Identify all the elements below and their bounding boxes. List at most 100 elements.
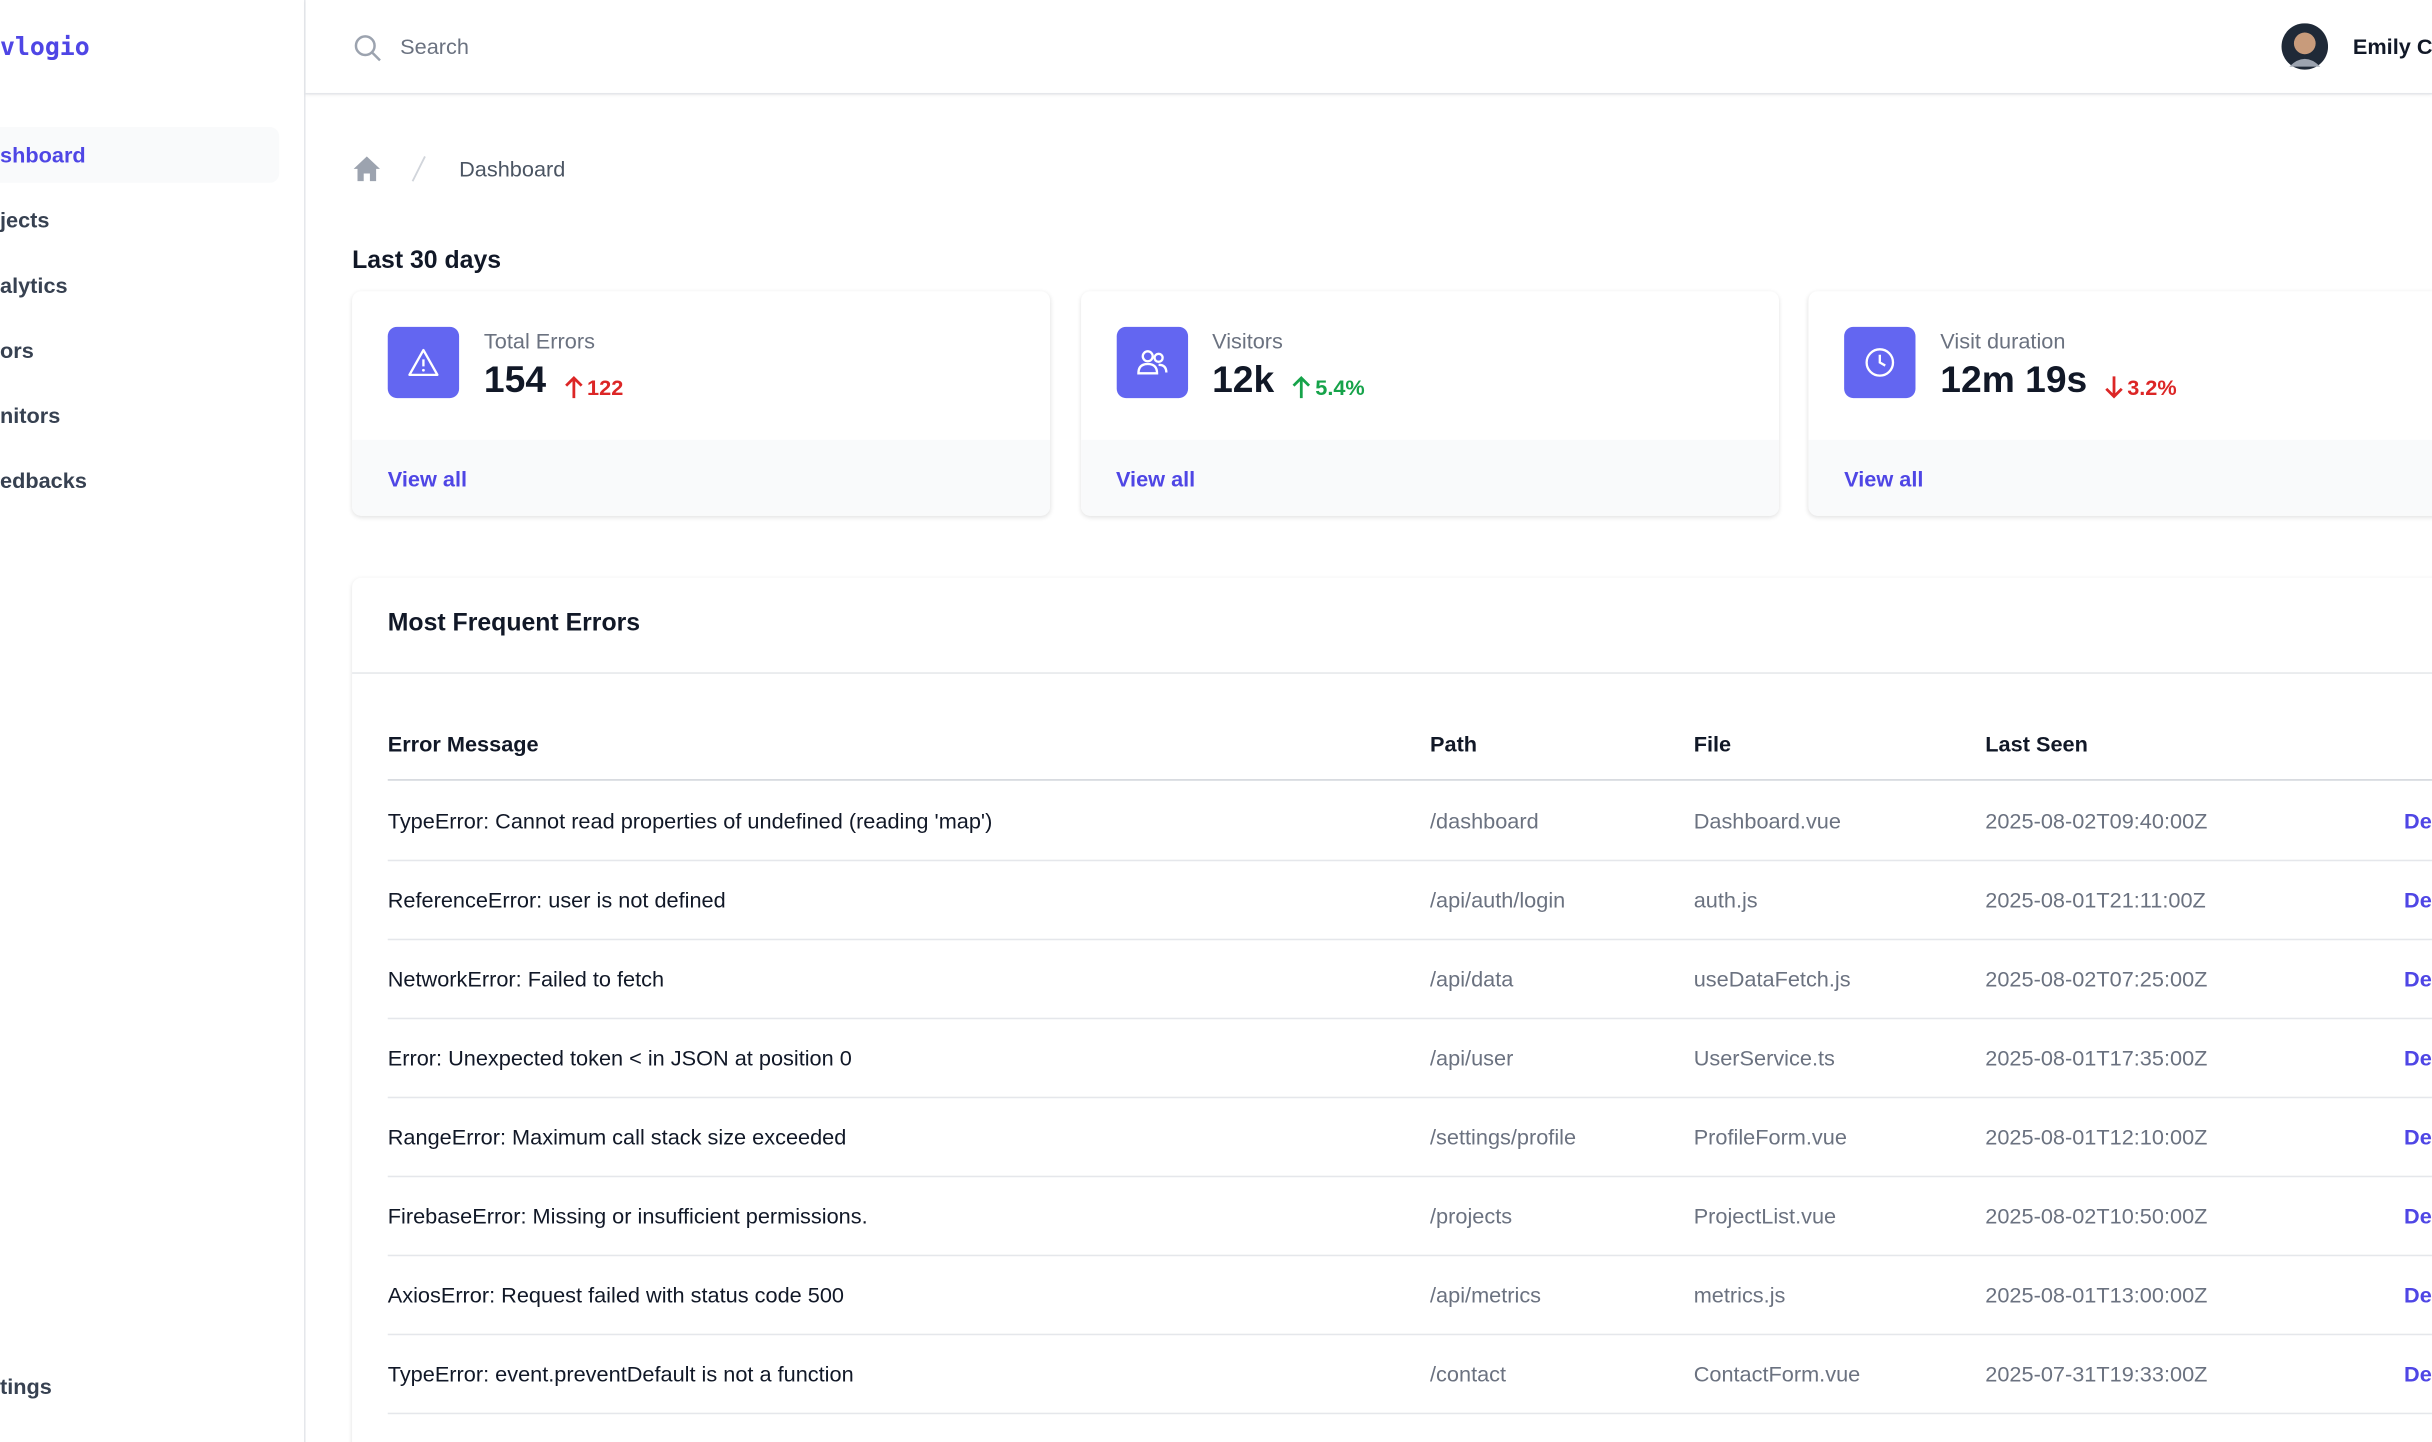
table-cell: /contact (1430, 1361, 1507, 1387)
table-cell: /dashboard (1430, 808, 1539, 834)
table-cell: 2025-08-01T13:00:00Z (1985, 1282, 2208, 1308)
table-cell: ProfileForm.vue (1693, 1124, 1847, 1150)
table-cell: /settings/profile (1430, 1124, 1577, 1150)
view-all-link[interactable]: View all (1115, 466, 1196, 492)
nav-item[interactable]: shboard (0, 142, 86, 168)
trend-arrow (562, 375, 584, 408)
stat-card: Total Errors 154 122 View all (352, 291, 1051, 516)
row-divider (387, 1175, 2432, 1178)
user-name[interactable]: Emily Cl (2352, 34, 2432, 59)
stat-label: Visitors (1212, 328, 1283, 354)
table-cell: ContactForm.vue (1693, 1361, 1861, 1387)
stat-value: 12m 19s (1940, 359, 2088, 402)
row-divider (387, 859, 2432, 862)
table-cell: useDataFetch.js (1693, 966, 1851, 992)
details-link[interactable]: De (2404, 1124, 2432, 1150)
table-cell: NetworkError: Failed to fetch (387, 966, 665, 992)
row-divider (387, 938, 2432, 941)
table-cell: 2025-08-02T10:50:00Z (1985, 1203, 2208, 1229)
row-divider (387, 1017, 2432, 1020)
view-all-link[interactable]: View all (1844, 466, 1924, 492)
stat-icon (387, 326, 460, 399)
row-divider (387, 1096, 2432, 1099)
table-cell: auth.js (1693, 887, 1758, 913)
row-divider (387, 1333, 2432, 1336)
table-card (352, 578, 2432, 1442)
sidebar (0, 0, 306, 1442)
details-link[interactable]: De (2404, 966, 2432, 992)
nav-item[interactable]: ors (0, 337, 34, 363)
details-link[interactable]: De (2404, 1045, 2432, 1071)
stat-label: Total Errors (483, 328, 595, 354)
nav-item[interactable]: tings (0, 1373, 52, 1399)
row-divider (387, 1412, 2432, 1415)
details-link[interactable]: De (2404, 808, 2432, 834)
stat-change: 3.2% (2127, 374, 2177, 400)
stat-value: 12k (1212, 359, 1275, 402)
row-divider (387, 1254, 2432, 1257)
stat-change: 5.4% (1315, 374, 1365, 400)
header-rule (387, 779, 2432, 781)
nav-item[interactable]: edbacks (0, 467, 87, 493)
nav-item[interactable]: nitors (0, 402, 61, 428)
nav-item[interactable]: jects (0, 207, 50, 233)
details-link[interactable]: De (2404, 1203, 2432, 1229)
table-cell: AxiosError: Request failed with status c… (387, 1282, 844, 1308)
table-cell: ReferenceError: user is not defined (387, 887, 726, 913)
search-icon (354, 35, 381, 62)
avatar[interactable] (2281, 23, 2329, 70)
stat-card: Visit duration 12m 19s 3.2% View all (1808, 291, 2432, 516)
breadcrumb-current: Dashboard (459, 156, 566, 182)
search-input[interactable]: Search (400, 34, 469, 59)
table-cell: 2025-08-01T12:10:00Z (1985, 1124, 2208, 1150)
view-all-link[interactable]: View all (387, 466, 468, 492)
details-link[interactable]: De (2404, 1282, 2432, 1308)
breadcrumb-separator (411, 156, 426, 182)
stat-card: Visitors 12k 5.4% View all (1080, 291, 1779, 516)
table-cell: 2025-08-01T21:11:00Z (1985, 887, 2206, 913)
logo[interactable]: vlogio (0, 31, 90, 62)
card-footer (1808, 439, 2432, 516)
trend-arrow (2102, 375, 2124, 408)
table-title: Most Frequent Errors (387, 610, 641, 637)
table-cell: RangeError: Maximum call stack size exce… (387, 1124, 847, 1150)
table-cell: /projects (1430, 1203, 1513, 1229)
table-cell: metrics.js (1693, 1282, 1786, 1308)
table-cell: 2025-07-31T19:33:00Z (1985, 1361, 2208, 1387)
column-header: Path (1430, 731, 1478, 756)
table-cell: Error: Unexpected token < in JSON at pos… (387, 1045, 852, 1071)
home-icon[interactable] (353, 156, 380, 182)
column-header: Last Seen (1985, 731, 2088, 756)
table-cell: TypeError: Cannot read properties of und… (387, 808, 993, 834)
column-header: File (1693, 731, 1732, 756)
table-cell: 2025-08-02T09:40:00Z (1985, 808, 2208, 834)
section-title: Last 30 days (352, 247, 502, 275)
table-cell: /api/data (1430, 966, 1514, 992)
stat-change: 122 (587, 374, 624, 400)
stat-icon (1115, 326, 1188, 399)
column-header: Error Message (387, 731, 539, 756)
table-cell: /api/metrics (1430, 1282, 1542, 1308)
table-cell: UserService.ts (1693, 1045, 1835, 1071)
details-link[interactable]: De (2404, 887, 2432, 913)
divider (352, 672, 2432, 674)
table-cell: Dashboard.vue (1693, 808, 1841, 834)
table-cell: TypeError: event.preventDefault is not a… (387, 1361, 854, 1387)
table-cell: 2025-08-01T17:35:00Z (1985, 1045, 2208, 1071)
table-cell: /api/user (1430, 1045, 1514, 1071)
nav-active-bg (0, 127, 280, 183)
details-link[interactable]: De (2404, 1361, 2432, 1387)
topbar (305, 0, 2432, 95)
nav-item[interactable]: alytics (0, 272, 68, 298)
card-footer (1080, 439, 1779, 516)
stat-value: 154 (483, 359, 547, 402)
table-cell: 2025-08-02T07:25:00Z (1985, 966, 2208, 992)
table-cell: /api/auth/login (1430, 887, 1566, 913)
table-cell: FirebaseError: Missing or insufficient p… (387, 1203, 868, 1229)
stat-icon (1844, 326, 1916, 399)
trend-arrow (1290, 375, 1312, 408)
table-cell: ProjectList.vue (1693, 1203, 1837, 1229)
stat-label: Visit duration (1940, 328, 2066, 354)
card-footer (352, 439, 1051, 516)
